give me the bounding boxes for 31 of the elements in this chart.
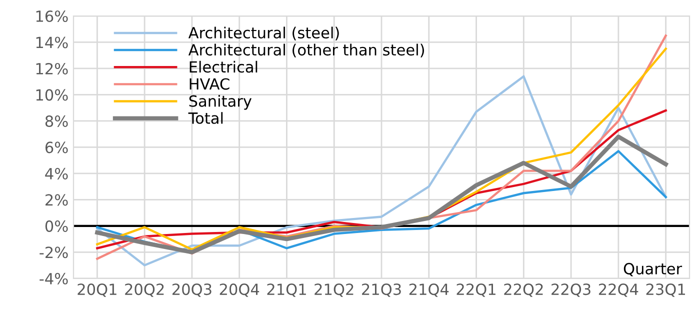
x-tick-label: 22Q1 — [456, 284, 496, 297]
x-tick-label: 21Q1 — [267, 284, 306, 297]
y-tick-label: 0% — [45, 220, 68, 232]
x-tick-label: 21Q4 — [409, 284, 449, 297]
legend-label: Architectural (other than steel) — [188, 44, 424, 58]
y-tick-label: -2% — [40, 246, 68, 258]
x-tick-label: 20Q4 — [220, 284, 260, 297]
x-tick-label: 22Q3 — [552, 284, 590, 297]
y-tick-label: 10% — [36, 89, 68, 101]
y-tick-label: 12% — [36, 62, 68, 74]
legend-label: Sanitary — [189, 95, 252, 110]
x-tick-label: 21Q2 — [314, 284, 354, 297]
x-tick-label: 20Q1 — [78, 284, 116, 297]
legend-label: Electrical — [190, 60, 258, 73]
x-tick-label: 22Q4 — [598, 284, 638, 297]
x-tick-label: 20Q2 — [125, 284, 164, 297]
x-tick-label: 20Q3 — [172, 284, 212, 297]
y-tick-label: 4% — [45, 168, 68, 180]
y-tick-label: 2% — [46, 194, 68, 206]
x-tick-label: 22Q2 — [504, 284, 543, 297]
x-tick-label: 21Q3 — [362, 284, 401, 297]
y-tick-label: -4% — [40, 272, 68, 284]
x-tick-label: 23Q1 — [646, 284, 685, 297]
legend-label: HVAC — [190, 78, 230, 90]
y-tick-label: 8% — [45, 115, 68, 127]
y-tick-label: 16% — [36, 10, 68, 22]
x-axis-title: Quarter — [624, 262, 682, 276]
y-tick-label: 14% — [36, 36, 68, 48]
legend-label: Architectural (steel) — [188, 26, 339, 40]
legend-label: Total — [188, 112, 223, 124]
y-tick-label: 6% — [45, 142, 68, 154]
